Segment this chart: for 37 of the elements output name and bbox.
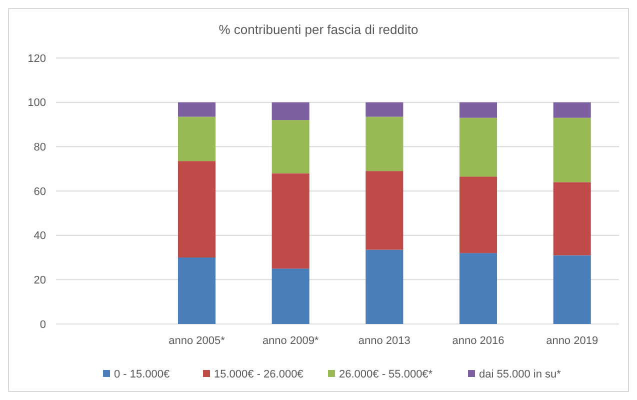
bar: [366, 116, 404, 172]
legend-label: 26.000€ - 55.000€*: [339, 368, 434, 380]
legend-label: 15.000€ - 26.000€: [214, 368, 304, 380]
bar: [272, 120, 310, 174]
x-tick-label: anno 2009*: [262, 335, 320, 347]
bar: [459, 118, 498, 177]
bar: [366, 171, 404, 250]
y-tick-label: 100: [28, 97, 46, 110]
y-tick-label: 0: [40, 318, 46, 331]
bar: [553, 102, 591, 118]
bar: [459, 176, 498, 254]
x-tick-label: anno 2016: [452, 335, 504, 347]
bar: [178, 102, 216, 117]
y-tick-label: 60: [34, 186, 46, 198]
bar: [178, 161, 216, 258]
bar: [459, 253, 498, 324]
x-tick-label: anno 2019: [546, 335, 598, 347]
bar: [366, 102, 404, 117]
bar: [272, 102, 310, 120]
bar: [553, 255, 591, 324]
legend-label: 0 - 15.000€: [114, 368, 170, 380]
x-tick-label: anno 2005*: [168, 335, 226, 347]
y-tick-label: 120: [28, 52, 46, 65]
y-tick-label: 20: [34, 274, 46, 287]
bar: [366, 250, 404, 324]
bar: [272, 173, 310, 269]
bar: [459, 102, 498, 118]
bar: [272, 268, 310, 324]
y-tick-label: 40: [34, 230, 46, 242]
legend-label: dai 55.000 in su*: [479, 368, 562, 380]
bar: [178, 258, 216, 324]
bar: [553, 182, 591, 256]
bar: [553, 118, 591, 182]
y-tick-label: 80: [34, 142, 46, 154]
bar: [178, 116, 216, 162]
x-tick-label: anno 2013: [358, 335, 410, 347]
chart-title: % contribuenti per fascia di reddito: [218, 22, 418, 37]
